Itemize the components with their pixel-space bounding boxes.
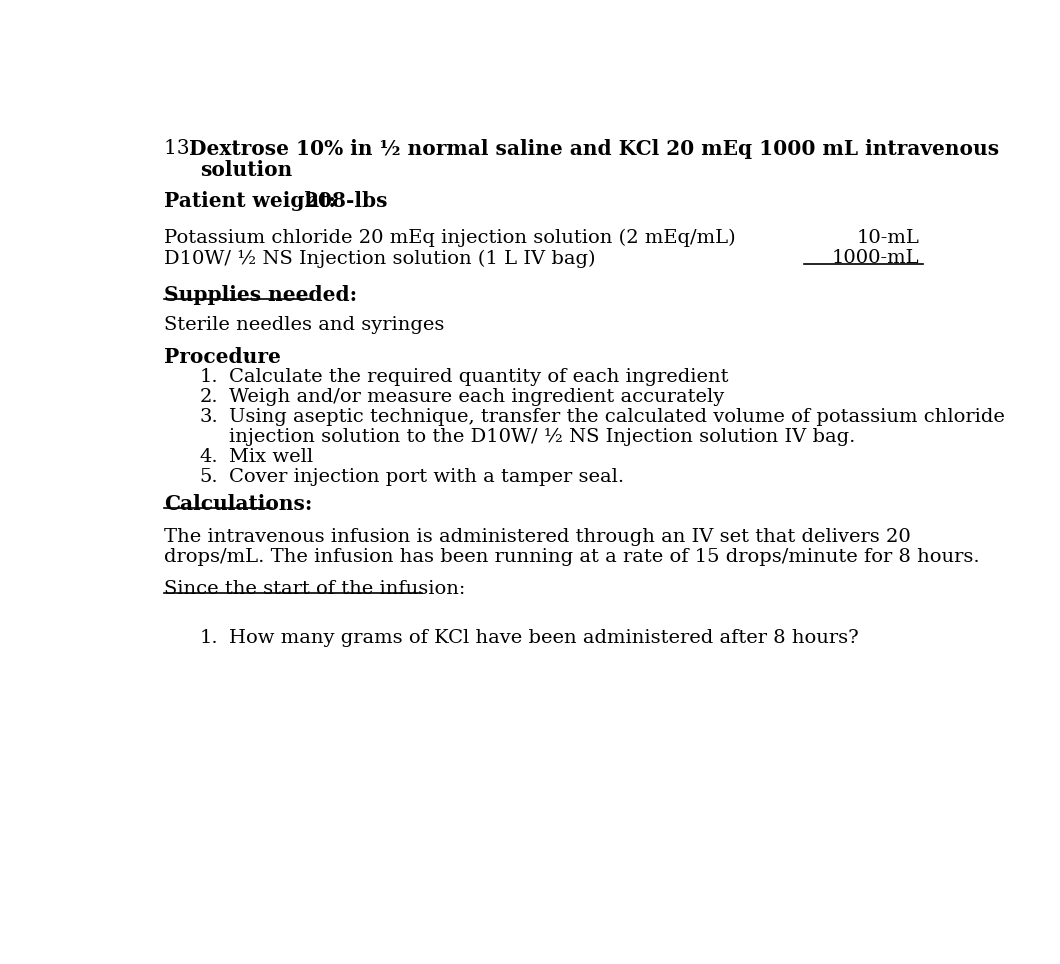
Text: 10-mL: 10-mL bbox=[856, 228, 919, 247]
Text: 5.: 5. bbox=[200, 469, 218, 486]
Text: drops/mL. The infusion has been running at a rate of 15 drops/minute for 8 hours: drops/mL. The infusion has been running … bbox=[163, 549, 979, 567]
Text: Cover injection port with a tamper seal.: Cover injection port with a tamper seal. bbox=[229, 469, 624, 486]
Text: Patient weight:: Patient weight: bbox=[163, 192, 336, 211]
Text: 1000-mL: 1000-mL bbox=[832, 250, 919, 267]
Text: Procedure: Procedure bbox=[163, 347, 281, 367]
Text: :: : bbox=[244, 347, 250, 366]
Text: Calculations:: Calculations: bbox=[163, 495, 312, 514]
Text: solution: solution bbox=[200, 160, 293, 180]
Text: How many grams of KCl have been administered after 8 hours?: How many grams of KCl have been administ… bbox=[229, 629, 860, 648]
Text: injection solution to the D10W/ ½ NS Injection solution IV bag.: injection solution to the D10W/ ½ NS Inj… bbox=[229, 428, 855, 446]
Text: Using aseptic technique, transfer the calculated volume of potassium chloride: Using aseptic technique, transfer the ca… bbox=[229, 408, 1005, 426]
Text: Dextrose 10% in ½ normal saline and KCl 20 mEq 1000 mL intravenous: Dextrose 10% in ½ normal saline and KCl … bbox=[189, 140, 1000, 159]
Text: D10W/ ½ NS Injection solution (1 L IV bag): D10W/ ½ NS Injection solution (1 L IV ba… bbox=[163, 250, 596, 268]
Text: Potassium chloride 20 mEq injection solution (2 mEq/mL): Potassium chloride 20 mEq injection solu… bbox=[163, 228, 736, 247]
Text: Supplies needed:: Supplies needed: bbox=[163, 285, 357, 305]
Text: Weigh and/or measure each ingredient accurately: Weigh and/or measure each ingredient acc… bbox=[229, 388, 725, 406]
Text: 208-lbs: 208-lbs bbox=[305, 192, 389, 211]
Text: Mix well: Mix well bbox=[229, 448, 314, 467]
Text: 2.: 2. bbox=[200, 388, 218, 406]
Text: 4.: 4. bbox=[200, 448, 218, 467]
Text: 1.: 1. bbox=[200, 629, 218, 648]
Text: 1.: 1. bbox=[200, 368, 218, 386]
Text: Sterile needles and syringes: Sterile needles and syringes bbox=[163, 316, 444, 335]
Text: 3.: 3. bbox=[200, 408, 218, 426]
Text: The intravenous infusion is administered through an IV set that delivers 20: The intravenous infusion is administered… bbox=[163, 527, 911, 546]
Text: Since the start of the infusion:: Since the start of the infusion: bbox=[163, 579, 465, 598]
Text: 13.: 13. bbox=[163, 140, 202, 158]
Text: Calculate the required quantity of each ingredient: Calculate the required quantity of each … bbox=[229, 368, 729, 386]
